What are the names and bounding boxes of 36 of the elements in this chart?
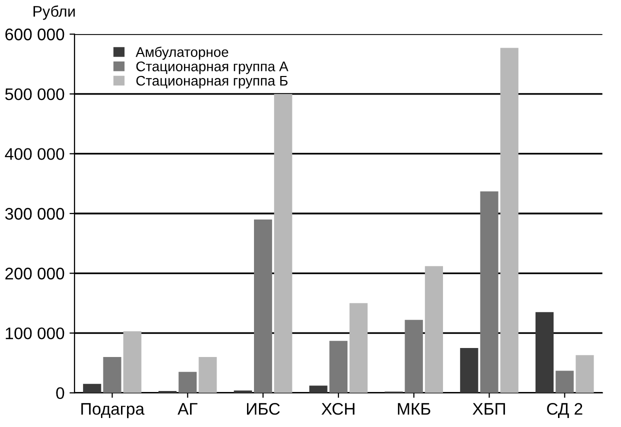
y-tick-label: 600 000: [5, 28, 64, 40]
bar: [123, 331, 142, 393]
bar: [309, 386, 328, 393]
x-tick-label: Подагра: [81, 403, 144, 418]
legend-label: Стационарная группа А: [136, 61, 288, 74]
bar: [350, 303, 368, 393]
bar: [274, 94, 292, 393]
bar: [480, 191, 498, 393]
x-tick-label: АГ: [178, 403, 198, 415]
x-tick-label: ХБП: [472, 403, 505, 415]
bar: [178, 372, 197, 393]
y-tick-label: 300 000: [5, 208, 64, 220]
bar: [83, 384, 102, 393]
bar: [103, 356, 122, 393]
y-tick-label: 200 000: [5, 268, 64, 280]
x-tick-label: МКБ: [398, 403, 430, 415]
bar: [424, 266, 444, 393]
y-tick-label: 0: [56, 387, 64, 400]
x-tick-label: ХСН: [322, 403, 354, 415]
bar: [404, 320, 423, 393]
legend-label: Стационарная группа Б: [136, 76, 288, 88]
legend-label: Амбулаторное: [136, 46, 228, 60]
x-tick-label: ИБС: [247, 403, 280, 415]
x-tick-label: СД 2: [547, 403, 582, 418]
bar: [536, 312, 554, 393]
bar: [198, 356, 217, 393]
bar: [460, 348, 478, 393]
bar: [576, 355, 594, 393]
y-tick-label: 100 000: [6, 327, 64, 340]
bar: [329, 340, 348, 393]
bar: [254, 219, 272, 393]
y-tick-label: 500 000: [5, 88, 64, 100]
y-tick-label: 400 000: [4, 148, 64, 160]
bar: [500, 48, 518, 393]
y-axis-title: Рубли: [34, 5, 75, 20]
bar: [556, 370, 574, 393]
